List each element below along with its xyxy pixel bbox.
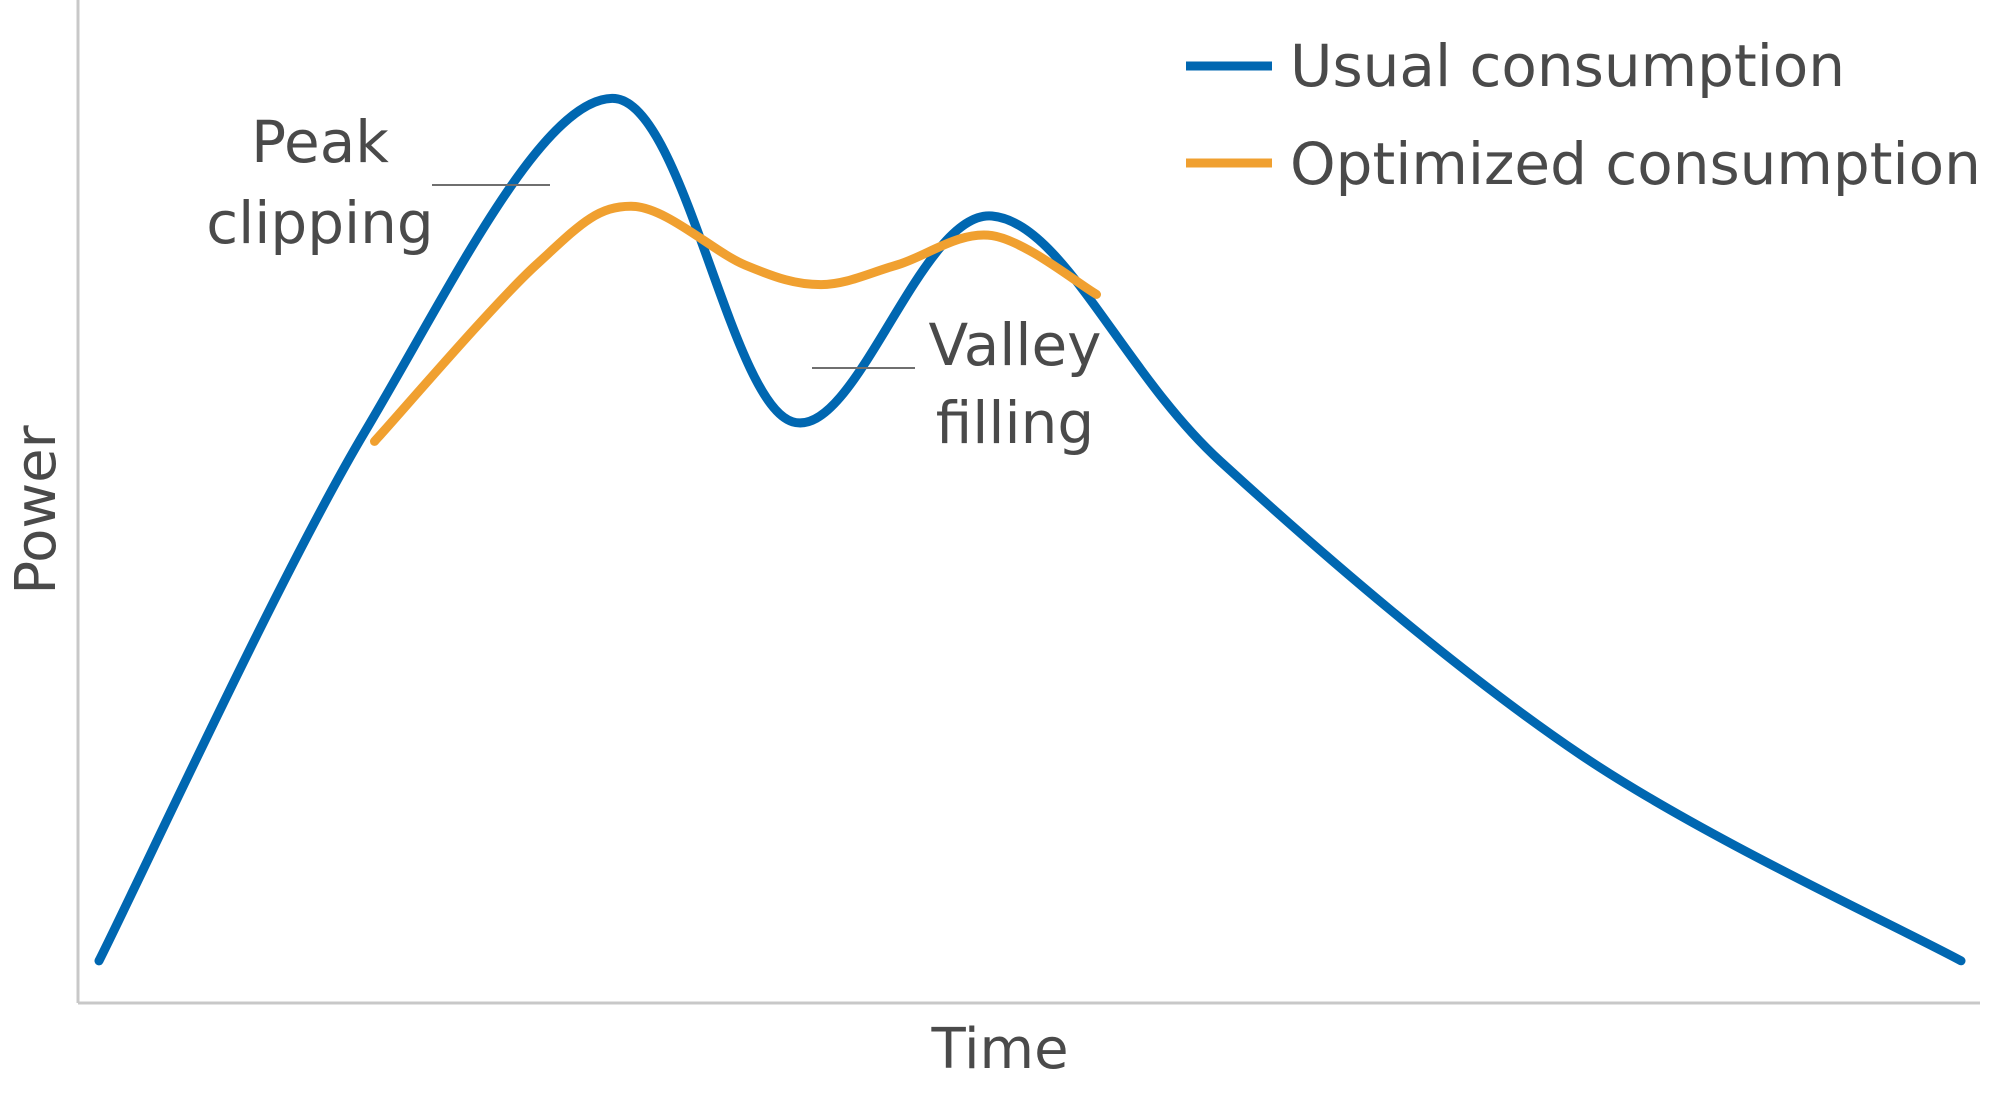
y-axis-label: Power	[4, 424, 69, 594]
legend-label-usual-consumption: Usual consumption	[1290, 32, 1845, 100]
series-line-usual-consumption	[94, 93, 1966, 966]
annotation-peak-clipping: Peak clipping	[206, 108, 550, 257]
annotation-peak-line-2: clipping	[206, 189, 433, 257]
annotation-valley-filling: Valley filling	[812, 311, 1101, 457]
annotation-valley-line-1: Valley	[929, 311, 1102, 379]
legend-label-optimized-consumption: Optimized consumption	[1290, 130, 1981, 198]
series-line-optimized-consumption	[370, 201, 1101, 446]
legend: Usual consumption Optimized consumption	[1186, 32, 1981, 198]
x-axis-label: Time	[930, 1017, 1068, 1082]
annotation-valley-line-2: filling	[936, 389, 1094, 457]
annotation-peak-line-1: Peak	[251, 108, 389, 176]
